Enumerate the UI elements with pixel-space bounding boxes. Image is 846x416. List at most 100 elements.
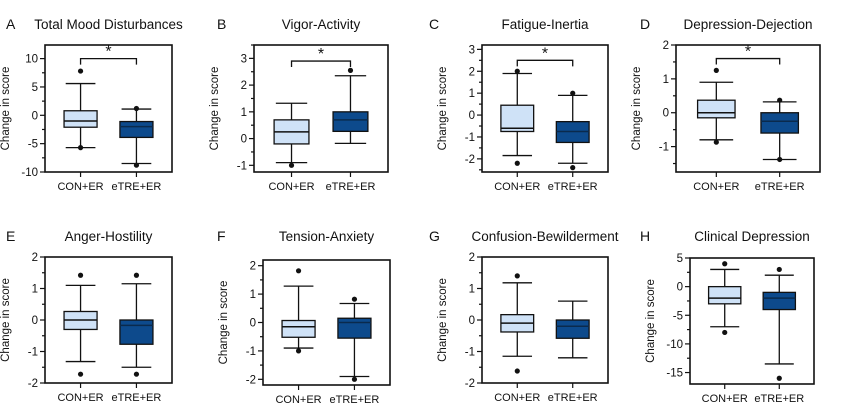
y-tick-label: 2 <box>241 80 247 92</box>
panel-letter: F <box>217 228 226 244</box>
y-axis-label: Change in score <box>0 278 12 362</box>
y-tick-label: 0 <box>469 315 475 327</box>
outlier-point <box>514 273 520 279</box>
x-tick-label: CON+ER <box>275 394 321 406</box>
panel-c: C Fatigue-Inertia Change in score -2 -1 0 1 2 3 C… <box>429 16 609 193</box>
y-tick-label: 0 <box>32 110 38 122</box>
x-tick-label: CON+ER <box>494 181 540 193</box>
x-tick-label: eTRE+ER <box>548 392 598 404</box>
significance-star: * <box>105 44 111 61</box>
iqr-box <box>281 319 316 338</box>
y-tick-label: 1 <box>250 289 256 301</box>
y-tick-label: -2 <box>246 374 256 386</box>
y-tick-label: 1 <box>663 74 669 86</box>
y-tick-label: -1 <box>28 347 38 359</box>
y-tick-label: 2 <box>469 66 475 78</box>
y-tick-label: -1 <box>659 142 669 154</box>
box-etre-er <box>332 67 369 145</box>
y-tick-label: 0 <box>469 110 475 122</box>
y-tick-label: 1 <box>32 284 38 296</box>
significance-bracket <box>290 60 352 68</box>
y-tick-label: 1 <box>241 107 247 119</box>
outlier-point <box>133 371 140 377</box>
panel-letter: B <box>217 16 226 32</box>
y-tick-label: 3 <box>241 53 247 65</box>
x-tick-label: CON+ER <box>57 181 103 193</box>
panel-letter: E <box>6 228 15 244</box>
y-tick-label: 5 <box>32 82 38 94</box>
box-con-er <box>500 273 535 374</box>
y-tick-label: -10 <box>21 167 38 179</box>
box-etre-er <box>119 105 154 168</box>
y-tick-label: 2 <box>469 252 475 264</box>
y-axis-label: Change in score <box>437 278 449 362</box>
outlier-point <box>713 139 719 145</box>
panel-g: G Confusion-Bewilderment Change in score -2… <box>429 228 619 404</box>
iqr-box <box>119 120 154 139</box>
y-tick-label: -5 <box>28 139 38 151</box>
plot-frame <box>253 44 389 173</box>
x-tick-label: CON+ER <box>494 392 540 404</box>
outlier-point <box>288 162 295 168</box>
outlier-point <box>514 68 520 74</box>
iqr-box <box>707 285 742 305</box>
panel-title: Fatigue-Inertia <box>501 17 589 32</box>
iqr-box <box>555 319 590 339</box>
panel-letter: D <box>640 16 650 32</box>
panel-title: Anger-Hostility <box>65 229 153 244</box>
outlier-point <box>514 368 520 374</box>
y-axis-label: Change in score <box>645 279 657 363</box>
iqr-box <box>762 291 797 311</box>
outlier-point <box>77 145 84 151</box>
outlier-point <box>777 97 783 103</box>
box-con-er <box>281 268 316 354</box>
panel-letter: A <box>6 16 16 32</box>
box-etre-er <box>555 300 590 359</box>
panel-a: A Total Mood Disturbances Change in score -… <box>0 16 183 193</box>
y-tick-label: -2 <box>465 154 475 166</box>
x-tick-label: CON+ER <box>702 393 748 405</box>
panel-e: E Anger-Hostility Change in score -2 -1 0 1 2 CO… <box>0 228 173 404</box>
significance-star: * <box>745 44 751 61</box>
x-tick-label: eTRE+ER <box>548 181 598 193</box>
y-tick-label: -1 <box>237 160 247 172</box>
y-tick-label: -1 <box>246 346 256 358</box>
box-con-er <box>63 272 98 377</box>
y-tick-label: 1 <box>469 88 475 100</box>
box-con-er <box>500 68 535 166</box>
y-axis-label: Change in score <box>631 67 643 151</box>
x-tick-label: eTRE+ER <box>326 181 376 193</box>
box-etre-er <box>762 266 797 381</box>
significance-bracket <box>516 59 574 67</box>
plot-frame <box>44 44 173 173</box>
y-tick-label: -15 <box>666 368 683 380</box>
x-tick-label: CON+ER <box>57 392 103 404</box>
iqr-box <box>500 104 535 133</box>
y-tick-label: 10 <box>25 54 38 66</box>
panel-title: Total Mood Disturbances <box>34 17 183 32</box>
y-tick-label: 0 <box>241 134 247 146</box>
iqr-box <box>332 111 369 133</box>
outlier-point <box>77 272 84 278</box>
outlier-point <box>351 296 358 302</box>
significance-star: * <box>542 45 548 62</box>
y-tick-label: 0 <box>677 282 683 294</box>
iqr-box <box>119 319 154 345</box>
y-tick-label: -5 <box>673 310 683 322</box>
y-tick-label: 2 <box>663 40 669 52</box>
panel-title: Clinical Depression <box>694 229 810 244</box>
outlier-point <box>514 160 520 166</box>
y-axis-label: Change in score <box>209 67 221 151</box>
x-tick-label: eTRE+ER <box>754 393 804 405</box>
plot-frame <box>689 257 815 385</box>
panel-f: F Tension-Anxiety Change in score -2 -1 0 1 2 CO… <box>217 228 391 406</box>
box-con-er <box>696 67 736 145</box>
outlier-point <box>295 348 302 354</box>
outlier-point <box>777 156 783 163</box>
panel-h: H Clinical Depression Change in score -15 -1… <box>640 228 815 405</box>
outlier-point <box>351 376 358 382</box>
panel-title: Confusion-Bewilderment <box>471 229 618 244</box>
outlier-point <box>776 266 782 273</box>
x-tick-label: eTRE+ER <box>112 181 162 193</box>
